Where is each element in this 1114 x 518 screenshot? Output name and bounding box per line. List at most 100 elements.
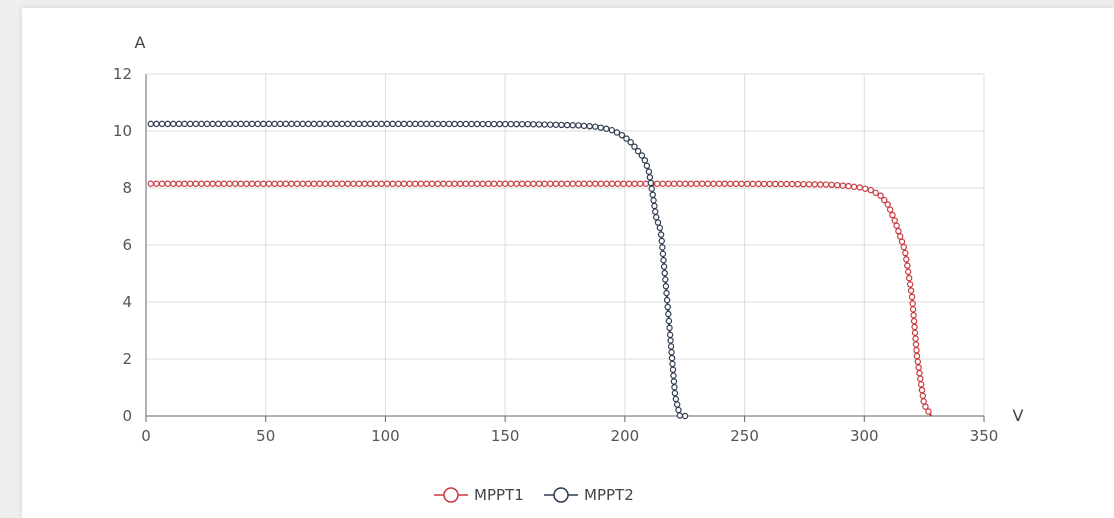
- data-point: [592, 180, 599, 187]
- data-point: [627, 139, 634, 146]
- data-point: [445, 180, 453, 187]
- data-point: [513, 120, 520, 128]
- data-point: [666, 324, 673, 332]
- data-point: [623, 135, 630, 142]
- data-point: [738, 180, 745, 188]
- legend-item-mppt1[interactable]: MPPT1: [434, 486, 524, 504]
- data-point: [618, 131, 626, 139]
- x-tick-label: 350: [970, 427, 999, 445]
- data-point: [552, 180, 560, 187]
- data-point: [457, 120, 464, 128]
- data-point: [524, 180, 531, 187]
- data-point: [451, 120, 458, 128]
- data-point: [895, 227, 902, 235]
- data-point: [580, 180, 588, 187]
- data-point: [911, 323, 918, 331]
- legend-marker: [443, 487, 459, 503]
- data-point: [907, 287, 915, 294]
- data-point: [237, 180, 245, 187]
- legend-marker: [553, 487, 569, 503]
- legend[interactable]: MPPT1 MPPT2: [434, 486, 634, 504]
- data-point: [198, 180, 205, 187]
- data-point: [158, 180, 166, 187]
- x-tick-label: 0: [141, 427, 151, 445]
- data-point: [524, 120, 531, 128]
- data-point: [909, 300, 916, 307]
- data-point: [667, 343, 675, 350]
- data-point: [203, 120, 211, 128]
- data-point: [608, 126, 616, 134]
- data-point: [660, 257, 667, 264]
- data-point: [656, 224, 664, 232]
- data-point: [547, 121, 554, 128]
- data-point: [496, 120, 503, 128]
- data-point: [406, 180, 413, 187]
- data-point: [417, 180, 425, 187]
- data-point: [671, 389, 679, 397]
- data-point: [288, 120, 295, 128]
- data-point: [905, 268, 912, 276]
- data-point: [710, 180, 717, 187]
- data-point: [671, 384, 678, 391]
- series-line: [150, 182, 933, 417]
- data-point: [597, 124, 604, 131]
- data-point: [530, 121, 537, 128]
- data-point: [608, 180, 616, 187]
- x-tick-label: 50: [256, 427, 275, 445]
- data-point: [647, 179, 655, 187]
- data-point: [305, 120, 312, 128]
- x-tick-label: 100: [371, 427, 400, 445]
- data-point: [175, 120, 183, 128]
- data-point: [898, 238, 906, 245]
- data-point: [649, 191, 656, 198]
- data-point: [282, 120, 290, 128]
- data-point: [575, 122, 582, 129]
- data-point: [428, 180, 436, 187]
- data-point: [192, 120, 200, 128]
- y-tick-label: 12: [113, 65, 132, 83]
- data-point: [333, 180, 340, 187]
- data-point: [479, 120, 486, 128]
- data-point: [668, 354, 676, 362]
- data-point: [254, 120, 261, 128]
- data-point: [361, 120, 368, 128]
- data-point: [766, 180, 773, 188]
- data-point: [834, 181, 841, 189]
- data-point: [664, 303, 671, 311]
- data-point: [434, 120, 441, 128]
- data-point: [316, 180, 323, 187]
- series-line: [150, 122, 688, 417]
- data-point: [917, 381, 925, 388]
- data-point: [434, 180, 441, 187]
- data-point: [811, 181, 818, 188]
- data-point: [350, 180, 357, 187]
- data-point: [603, 180, 610, 187]
- data-point: [423, 120, 430, 128]
- data-point: [181, 120, 188, 128]
- data-point: [884, 201, 891, 208]
- data-point: [676, 412, 684, 419]
- data-point: [153, 180, 160, 187]
- data-point: [186, 180, 194, 187]
- data-point: [293, 120, 301, 128]
- data-point: [541, 180, 548, 187]
- data-point: [299, 120, 306, 128]
- data-point: [650, 197, 657, 204]
- legend-item-mppt2[interactable]: MPPT2: [544, 486, 634, 504]
- data-point: [920, 398, 927, 405]
- data-point: [558, 121, 565, 129]
- data-point: [490, 180, 498, 187]
- data-point: [641, 157, 649, 164]
- data-point: [828, 181, 835, 188]
- data-point: [659, 250, 667, 258]
- data-point: [867, 186, 874, 194]
- data-point: [913, 352, 921, 360]
- data-point: [344, 180, 351, 187]
- data-point: [170, 180, 177, 187]
- data-point: [372, 120, 380, 128]
- x-tick-label: 300: [850, 427, 879, 445]
- data-point: [203, 180, 211, 187]
- data-point: [535, 121, 543, 128]
- data-point: [552, 121, 560, 128]
- data-point: [462, 120, 470, 128]
